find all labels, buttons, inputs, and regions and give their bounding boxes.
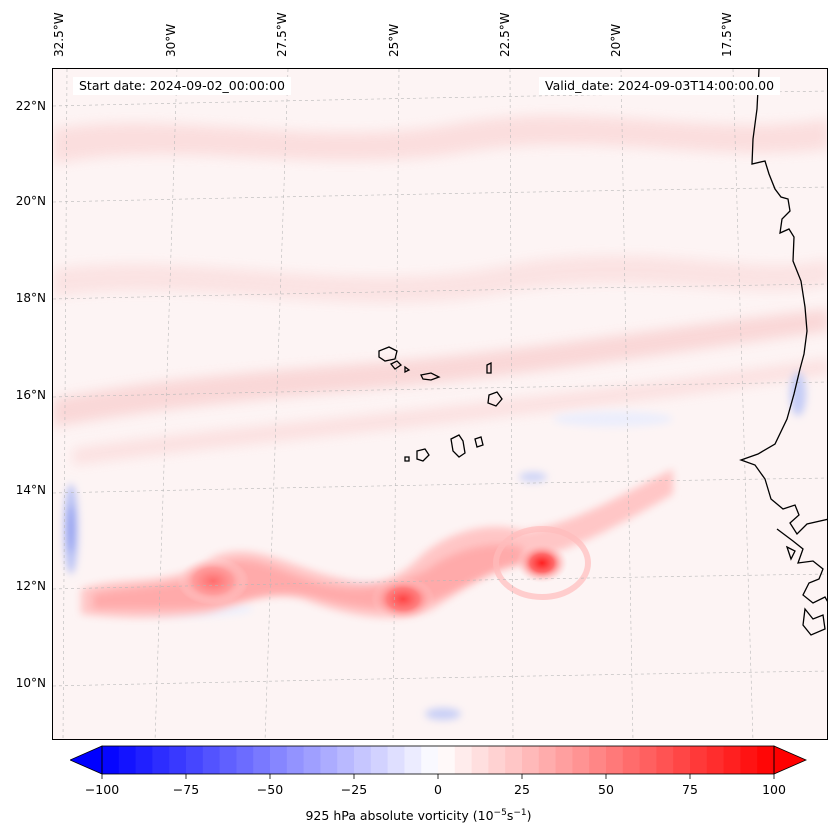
graticule (53, 69, 827, 739)
colorbar-segment (219, 746, 237, 774)
island-maio (474, 436, 484, 448)
colorbar-tick-label: 50 (598, 782, 614, 797)
colorbar-segment (673, 746, 691, 774)
lon-label-27-5w: 27.5°W (275, 12, 289, 57)
colorbar-segments (102, 746, 775, 774)
lat-label-16n: 16°N (15, 388, 46, 402)
colorbar-segment (740, 746, 758, 774)
colorbar-segment (656, 746, 674, 774)
colorbar-tick-label: −25 (340, 782, 368, 797)
colorbar-segment (538, 746, 557, 774)
lon-label-32-5w: 32.5°W (52, 12, 66, 57)
colorbar-segment (152, 746, 170, 774)
lat-label-18n: 18°N (15, 291, 46, 305)
colorbar-tick-label: 100 (762, 782, 786, 797)
island-santa-luzia (404, 365, 411, 374)
colorbar-segment (690, 746, 708, 774)
vorticity-core-central (371, 577, 435, 621)
colorbar-segment (522, 746, 540, 774)
colorbar-segment (723, 746, 741, 774)
colorbar-segment (169, 746, 187, 774)
cape-verde-islands (378, 346, 503, 462)
lon-label-17-5w: 17.5°W (720, 12, 734, 57)
colorbar-segment (135, 746, 153, 774)
colorbar-segment (622, 746, 641, 774)
colorbar-label: 925 hPa absolute vorticity (10−5s−1) (305, 808, 532, 824)
lon-label-20w: 20°W (609, 23, 623, 57)
colorbar-tick-label: 75 (682, 782, 698, 797)
colorbar-segment (421, 746, 439, 774)
map-frame[interactable] (52, 68, 828, 740)
colorbar-segment (236, 746, 254, 774)
colorbar-tick-label: 25 (514, 782, 530, 797)
colorbar-tick-label: 0 (434, 782, 442, 797)
colorbar-segment (118, 746, 137, 774)
colorbar-ticks (101, 774, 775, 779)
colorbar-segment (454, 746, 473, 774)
colorbar-segment (354, 746, 372, 774)
colorbar-segment (186, 746, 204, 774)
vorticity-ring-east (493, 526, 591, 600)
island-sao-nicolau (420, 372, 441, 381)
colorbar-tick-label: −50 (256, 782, 284, 797)
vorticity-core-west (177, 557, 249, 605)
lon-label-30w: 30°W (164, 23, 178, 57)
lat-label-10n: 10°N (15, 676, 46, 690)
valid-date-label: Valid_date: 2024-09-03T14:00:00.00 (539, 77, 781, 95)
colorbar-segment (471, 746, 489, 774)
colorbar-segment (555, 746, 573, 774)
vorticity-background-bands (53, 115, 827, 465)
colorbar-segment (706, 746, 725, 774)
lon-label-25w: 25°W (387, 23, 401, 57)
colorbar-tick-label: −100 (84, 782, 120, 797)
colorbar-extend-max (773, 745, 807, 775)
island-boa-vista (487, 391, 503, 407)
island-brava (404, 456, 410, 462)
vorticity-map (53, 69, 827, 739)
lat-label-12n: 12°N (15, 579, 46, 593)
colorbar-segment (303, 746, 321, 774)
lat-label-14n: 14°N (15, 483, 46, 497)
colorbar-segment (253, 746, 271, 774)
colorbar-segment (572, 746, 590, 774)
colorbar-segment (505, 746, 523, 774)
island-santo-antao (378, 346, 398, 362)
colorbar (70, 745, 807, 779)
colorbar-segment (488, 746, 506, 774)
coastline-west-africa (739, 69, 827, 636)
island-fogo (416, 448, 430, 462)
colorbar-segment (286, 746, 305, 774)
colorbar-segment (102, 746, 120, 774)
colorbar-segment (589, 746, 607, 774)
vorticity-maxima (177, 526, 591, 621)
colorbar-segment (270, 746, 288, 774)
colorbar-segment (606, 746, 624, 774)
start-date-label: Start date: 2024-09-02_00:00:00 (73, 77, 291, 95)
colorbar-segment (639, 746, 657, 774)
colorbar-tick-label: −75 (172, 782, 200, 797)
lat-label-22n: 22°N (15, 99, 46, 113)
island-sao-vicente (389, 360, 403, 370)
vorticity-core-east (516, 543, 568, 583)
lat-label-20n: 20°N (15, 194, 46, 208)
island-santiago (450, 434, 466, 458)
colorbar-segment (404, 746, 422, 774)
colorbar-segment (337, 746, 355, 774)
colorbar-extend-min (70, 745, 103, 775)
colorbar-segment (202, 746, 221, 774)
island-sal (486, 361, 492, 374)
colorbar-segment (320, 746, 338, 774)
colorbar-segment (438, 746, 456, 774)
lon-label-22-5w: 22.5°W (498, 12, 512, 57)
colorbar-segment (387, 746, 405, 774)
colorbar-segment (370, 746, 389, 774)
colorbar-segment (757, 746, 775, 774)
